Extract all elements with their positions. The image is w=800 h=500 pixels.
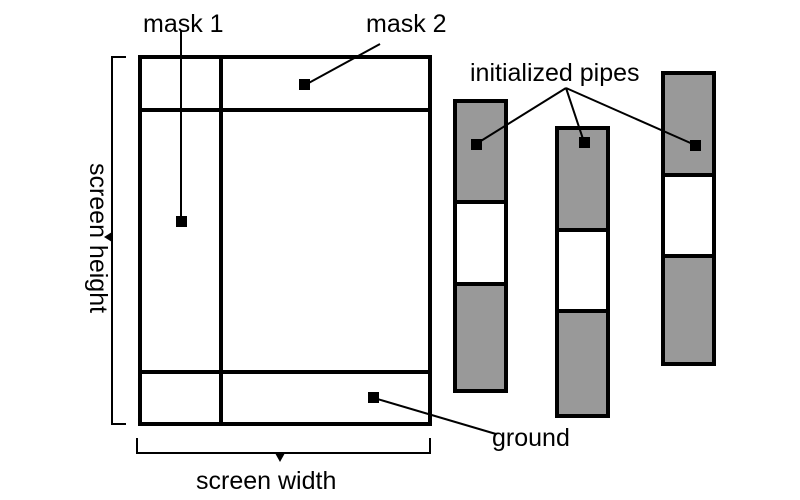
pipe-1-bottom [453,282,508,393]
screen-width-bracket [136,438,431,462]
pipe-1-top [453,99,508,204]
screen-height-label: screen height [84,163,112,313]
leader-lines [180,30,696,435]
pipe-2-marker [579,137,590,148]
height-bracket-tick [104,232,112,242]
screen-height-bracket [104,56,126,425]
width-bracket-tick [275,453,285,462]
pipe-2-bottom [555,309,610,418]
markers [176,79,701,403]
mask-1-marker [176,216,187,227]
ground-leader [373,397,497,435]
pipe-3-bottom [661,254,716,366]
pipe-3-gap [661,173,716,258]
screen-frame [138,55,432,426]
pipes-leader-2 [565,87,585,143]
pipe-2 [555,126,610,418]
mask-1-label: mask 1 [143,10,224,38]
initialized-pipes-label: initialized pipes [470,59,640,87]
pipe-3 [661,71,716,366]
pipe-1-gap [453,200,508,286]
mask-2-label: mask 2 [366,10,447,38]
pipe-1-marker [471,139,482,150]
screen [138,55,432,426]
ground-label: ground [492,424,570,452]
ground-marker [368,392,379,403]
pipe-2-top [555,126,610,232]
pipe-3-marker [690,140,701,151]
mask-2-marker [299,79,310,90]
screen-width-label: screen width [196,467,336,495]
mask-2-leader [304,43,381,86]
pipe-3-top [661,71,716,177]
pipes-leader-3 [565,87,696,146]
pipe-1 [453,99,508,393]
pipe-2-gap [555,228,610,313]
pipes-leader-1 [475,87,567,145]
